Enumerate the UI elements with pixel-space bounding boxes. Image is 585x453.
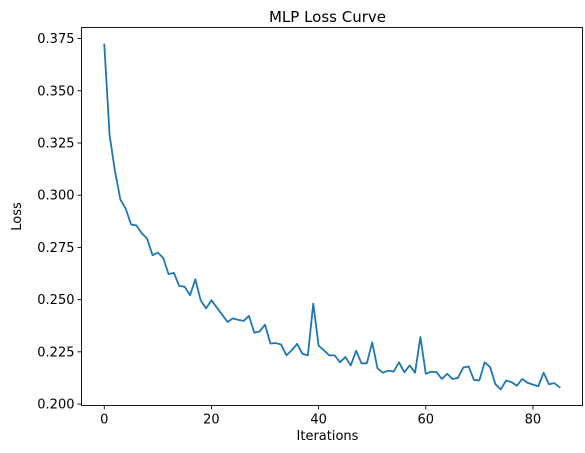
x-tick-label: 20 (203, 413, 220, 428)
chart-title: MLP Loss Curve (269, 8, 386, 26)
y-tick-label: 0.275 (37, 241, 74, 256)
plot-frame (81, 27, 583, 406)
x-tick-label: 60 (417, 413, 434, 428)
y-ticks (77, 38, 82, 405)
y-tick-labels: 0.200 0.225 0.250 0.275 0.300 0.325 0.350 0.375 (37, 32, 74, 412)
y-tick-label: 0.200 (37, 398, 74, 413)
y-tick-label: 0.325 (37, 136, 74, 151)
x-tick-label: 40 (310, 413, 327, 428)
x-axis-label: Iterations (297, 429, 359, 444)
y-tick-label: 0.375 (37, 32, 74, 47)
y-tick-label: 0.300 (37, 189, 74, 204)
x-ticks (103, 405, 534, 410)
y-tick-label: 0.250 (37, 293, 74, 308)
loss-series-line (103, 43, 561, 391)
x-tick-label: 0 (100, 413, 108, 428)
x-tick-labels: 0 20 40 60 80 (100, 413, 541, 428)
x-tick-label: 80 (525, 413, 542, 428)
y-tick-label: 0.225 (37, 345, 74, 360)
y-tick-label: 0.350 (37, 84, 74, 99)
y-axis-label: Loss (10, 202, 25, 231)
